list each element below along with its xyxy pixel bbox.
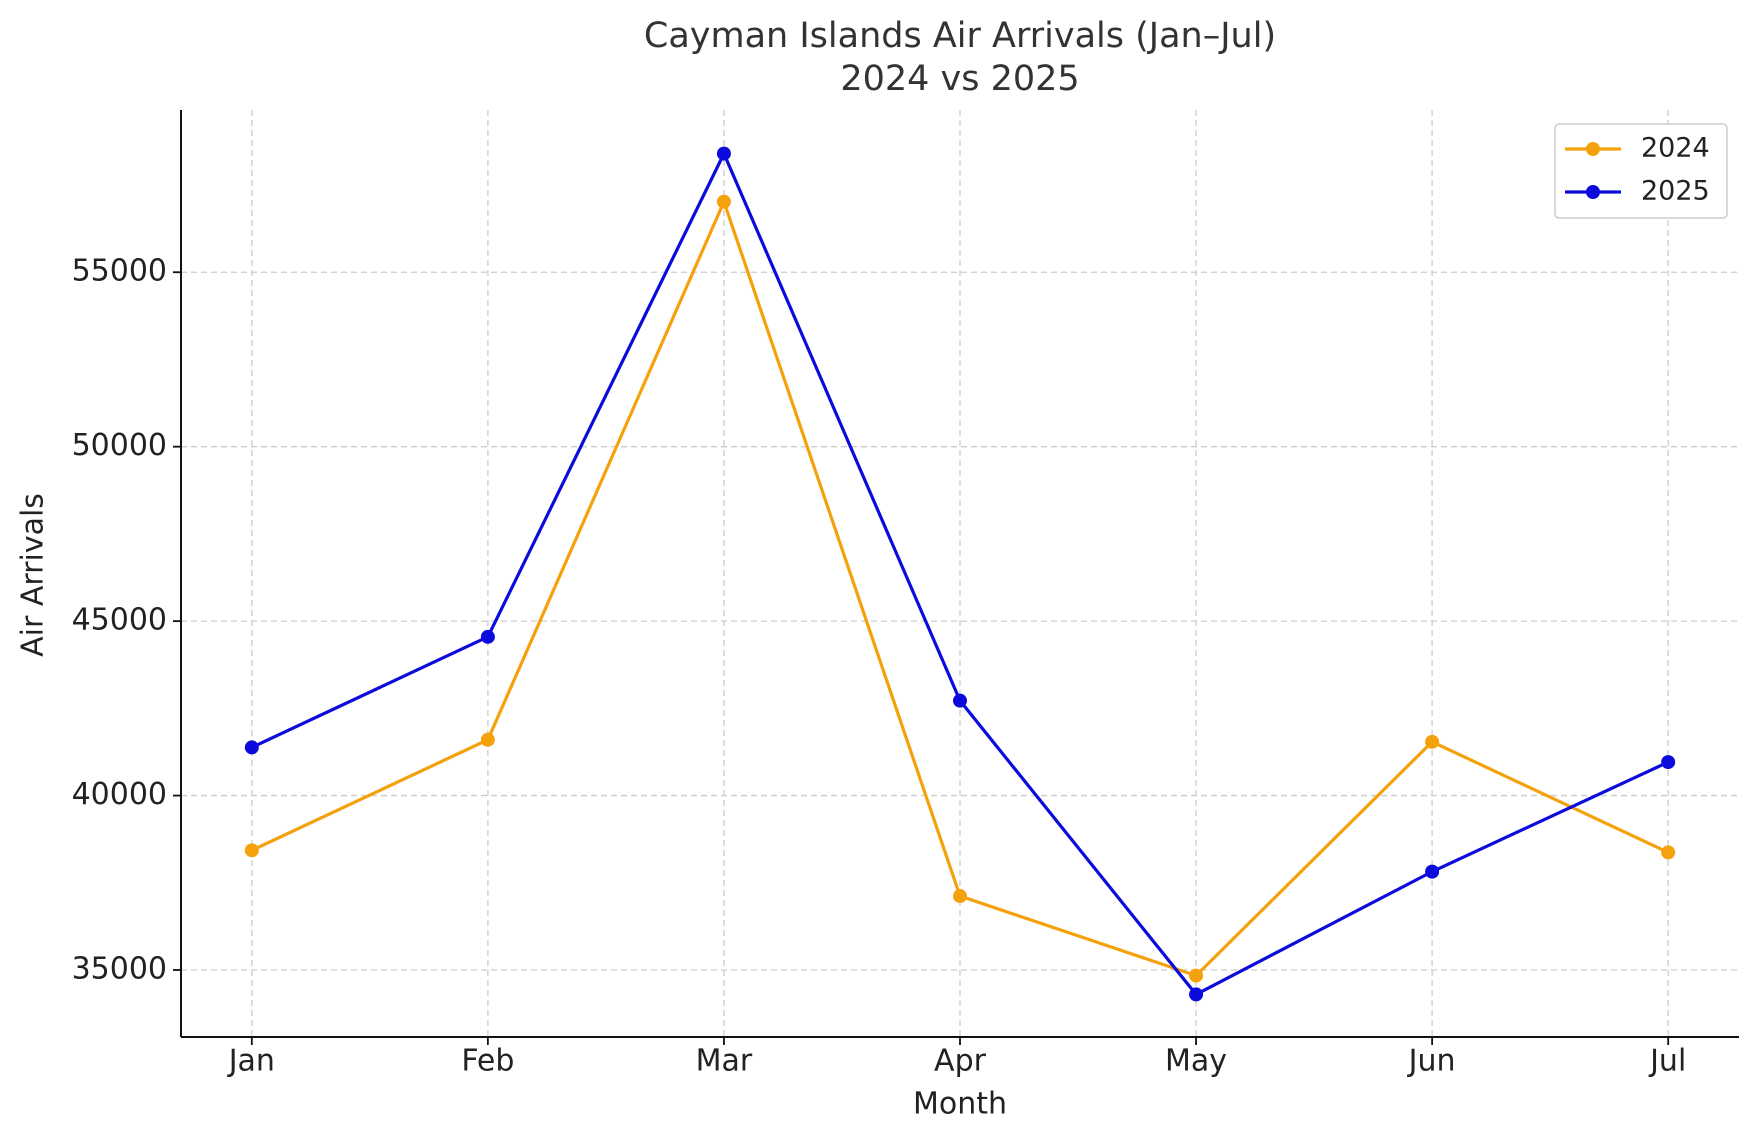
x-tick-label: Jul	[1648, 1044, 1686, 1079]
data-point	[716, 194, 731, 209]
data-point	[244, 740, 259, 755]
data-point	[1189, 968, 1204, 983]
y-tick-label: 40000	[72, 777, 167, 812]
data-point	[1661, 755, 1676, 770]
data-point	[1425, 734, 1440, 749]
x-tick-label: Mar	[696, 1044, 753, 1079]
x-tick-label: Feb	[461, 1044, 514, 1079]
data-point	[953, 889, 967, 904]
chart-title: Cayman Islands Air Arrivals (Jan–Jul)	[644, 16, 1276, 56]
x-tick-label: May	[1165, 1044, 1227, 1079]
data-point	[1425, 864, 1440, 879]
data-point	[244, 843, 259, 858]
legend-label: 2025	[1641, 176, 1710, 207]
chart-subtitle: 2024 vs 2025	[840, 59, 1079, 99]
data-point	[953, 693, 967, 708]
x-tick-label: Jan	[227, 1044, 275, 1079]
legend-marker	[1586, 185, 1600, 199]
x-tick-label: Jun	[1407, 1044, 1456, 1079]
legend-label: 2024	[1641, 133, 1710, 164]
y-tick-label: 50000	[72, 428, 167, 463]
data-point	[1189, 987, 1204, 1002]
x-axis-label: Month	[913, 1087, 1007, 1122]
legend: 2024 2025	[1554, 123, 1728, 219]
x-tick-label: Apr	[934, 1044, 987, 1079]
data-point	[480, 732, 495, 747]
data-point	[1661, 845, 1676, 860]
data-point	[480, 629, 495, 644]
y-tick-label: 55000	[72, 254, 167, 289]
y-tick-label: 35000	[72, 952, 167, 987]
legend-marker	[1586, 142, 1600, 156]
y-axis-label: Air Arrivals	[16, 493, 51, 657]
data-point	[716, 146, 731, 161]
y-tick-label: 45000	[72, 603, 167, 638]
